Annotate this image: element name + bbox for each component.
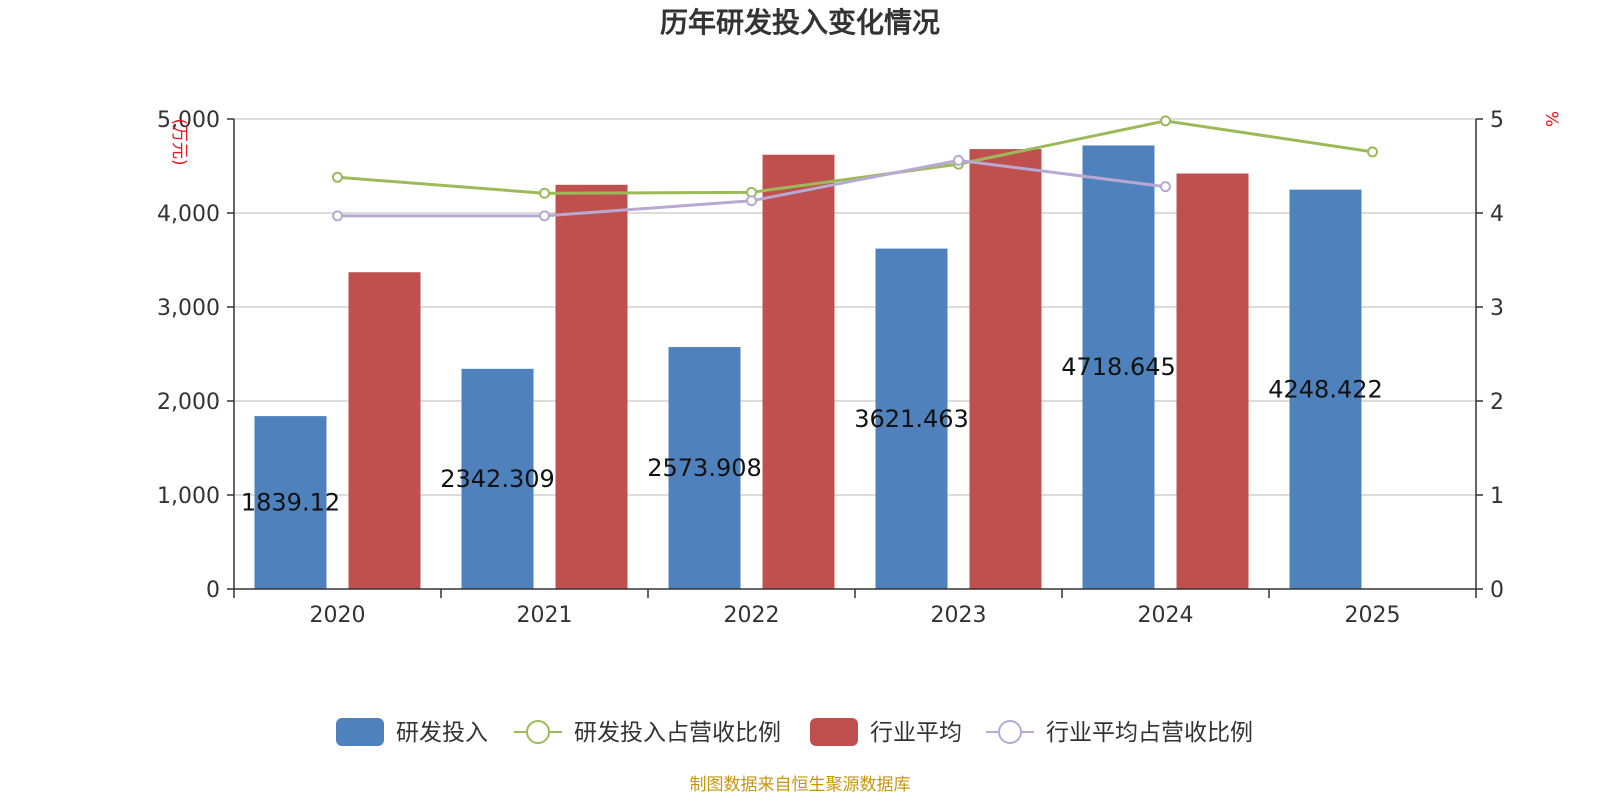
x-tick-label: 2022	[724, 603, 780, 628]
x-tick-label: 2025	[1345, 603, 1401, 628]
bar-industry-average[interactable]	[555, 184, 628, 590]
chart-title: 历年研发投入变化情况	[660, 6, 940, 39]
bar-rd-investment[interactable]	[461, 368, 534, 589]
line-layer	[332, 115, 1378, 222]
bar-data-label: 4248.422	[1268, 375, 1383, 403]
right-tick-label: 1	[1490, 484, 1504, 509]
bar-data-label: 1839.12	[241, 489, 340, 517]
bar-rd-investment[interactable]	[1082, 145, 1155, 589]
axis-layer: 0 1,000 2,000 3,000 4,000 5,000 0 1 2 3 4 5 (万元) % 202…	[157, 108, 1561, 628]
point-industry-ratio[interactable]	[746, 195, 757, 207]
right-tick-label: 2	[1490, 390, 1504, 415]
right-axis-unit: %	[1541, 111, 1561, 127]
left-tick-label: 4,000	[157, 202, 220, 227]
point-industry-ratio[interactable]	[953, 154, 964, 166]
line-rd-ratio	[337, 119, 1373, 195]
bar-industry-average[interactable]	[969, 149, 1042, 589]
point-rd-ratio[interactable]	[1160, 115, 1171, 127]
bar-data-label: 3621.463	[854, 405, 969, 433]
bar-rd-investment[interactable]	[875, 248, 948, 590]
legend: 研发投入 研发投入占营收比例 行业平均 行业平均占营收比例	[336, 718, 1253, 746]
legend-label[interactable]: 研发投入占营收比例	[574, 720, 781, 746]
bar-industry-average[interactable]	[762, 154, 835, 589]
legend-label[interactable]: 行业平均	[870, 720, 962, 746]
bar-industry-average[interactable]	[1176, 173, 1249, 589]
point-industry-ratio[interactable]	[1160, 181, 1171, 193]
legend-swatch-marker[interactable]	[526, 720, 550, 744]
left-tick-label: 1,000	[157, 484, 220, 509]
bar-layer	[254, 145, 1362, 590]
left-tick-label: 3,000	[157, 296, 220, 321]
bar-rd-investment[interactable]	[254, 416, 327, 589]
legend-swatch-marker[interactable]	[998, 720, 1022, 744]
bar-data-label: 2342.309	[440, 465, 555, 493]
point-rd-ratio[interactable]	[332, 171, 343, 183]
source-note: 制图数据来自恒生聚源数据库	[690, 775, 911, 795]
bar-rd-investment[interactable]	[1289, 189, 1362, 590]
x-tick-label: 2020	[310, 603, 366, 628]
x-tick-label: 2023	[931, 603, 987, 628]
left-tick-label: 2,000	[157, 390, 220, 415]
bar-rd-investment[interactable]	[668, 347, 741, 589]
bar-data-label: 2573.908	[647, 454, 762, 482]
bar-industry-average[interactable]	[348, 272, 421, 589]
right-tick-label: 5	[1490, 108, 1504, 133]
right-tick-label: 3	[1490, 296, 1504, 321]
legend-label[interactable]: 行业平均占营收比例	[1046, 720, 1253, 746]
right-tick-label: 0	[1490, 578, 1504, 603]
legend-label[interactable]: 研发投入	[396, 720, 488, 746]
legend-swatch-bar[interactable]	[336, 718, 384, 746]
point-rd-ratio[interactable]	[1367, 146, 1378, 158]
left-axis-unit: (万元)	[169, 118, 189, 165]
x-tick-label: 2024	[1138, 603, 1194, 628]
label-layer: 1839.12 2342.309 2573.908 3621.463 4718.645 4…	[241, 353, 1383, 516]
point-industry-ratio[interactable]	[539, 210, 550, 222]
bar-data-label: 4718.645	[1061, 353, 1176, 381]
right-tick-label: 4	[1490, 202, 1504, 227]
legend-swatch-bar[interactable]	[810, 718, 858, 746]
x-tick-label: 2021	[517, 603, 573, 628]
left-tick-label: 5,000	[157, 108, 220, 133]
point-industry-ratio[interactable]	[332, 210, 343, 222]
left-tick-label: 0	[206, 578, 220, 603]
point-rd-ratio[interactable]	[539, 187, 550, 199]
grid-layer	[234, 118, 1476, 496]
